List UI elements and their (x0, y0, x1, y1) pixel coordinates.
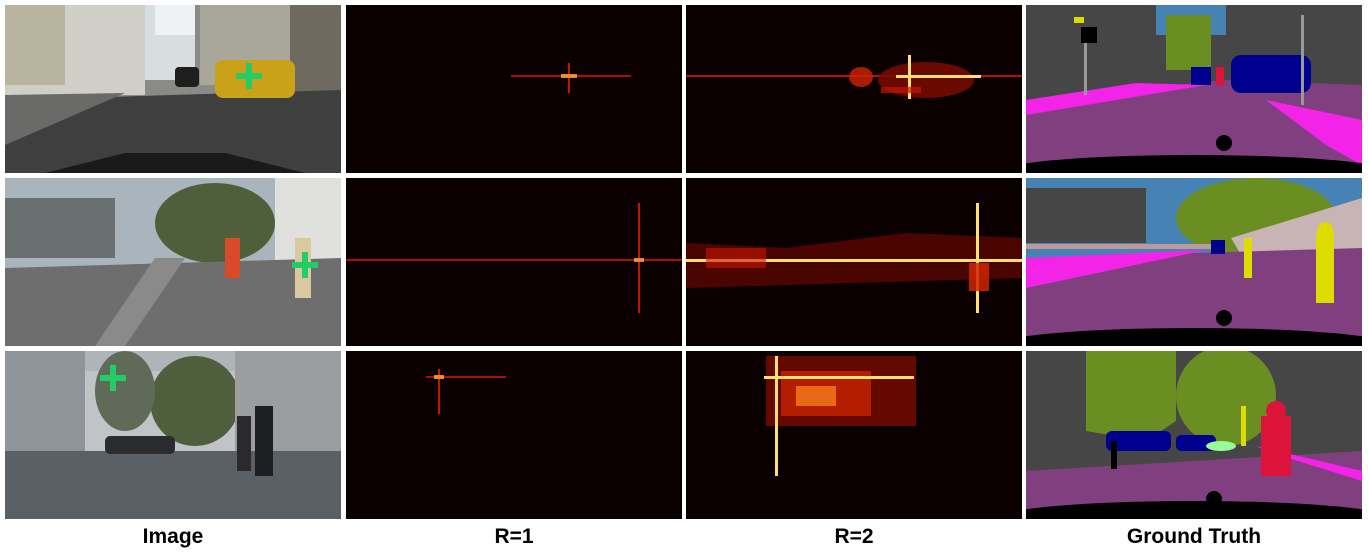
attention-map-r2-row3 (686, 351, 1022, 519)
ground-truth-row1 (1026, 5, 1362, 173)
image-row2 (5, 178, 341, 346)
query-marker-icon (292, 252, 318, 278)
attention-map-r2-row1 (686, 5, 1022, 173)
attention-map-r1-row2 (346, 178, 682, 346)
column-label-r1: R=1 (494, 525, 534, 548)
attention-map-r1-row1 (346, 5, 682, 173)
query-marker-icon (100, 365, 126, 391)
column-label-r2: R=2 (834, 525, 874, 548)
column-label-ground-truth: Ground Truth (1126, 525, 1262, 548)
column-label-image: Image (142, 525, 204, 548)
attention-map-r2-row2 (686, 178, 1022, 346)
ground-truth-row3 (1026, 351, 1362, 519)
ground-truth-row2 (1026, 178, 1362, 346)
attention-map-r1-row3 (346, 351, 682, 519)
image-row1 (5, 5, 341, 173)
query-marker-icon (236, 63, 262, 89)
image-row3 (5, 351, 341, 519)
